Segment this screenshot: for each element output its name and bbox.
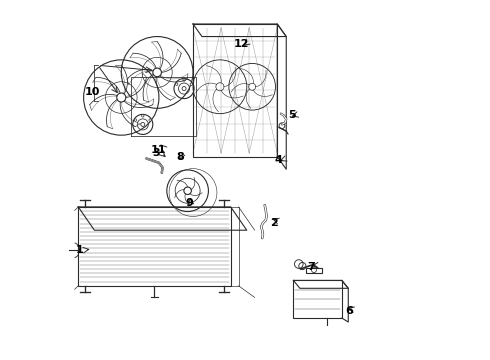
Bar [294, 280, 342, 318]
Text: 3: 3 [152, 148, 160, 158]
Circle shape [142, 115, 144, 117]
Text: 12: 12 [234, 39, 249, 49]
Bar [78, 207, 231, 286]
Text: 7: 7 [307, 262, 315, 272]
Circle shape [190, 83, 193, 85]
Circle shape [183, 79, 185, 81]
Text: 11: 11 [151, 144, 167, 154]
Text: 1: 1 [75, 245, 83, 255]
Text: 6: 6 [345, 306, 353, 316]
Text: 10: 10 [85, 87, 100, 97]
Circle shape [175, 83, 178, 85]
Text: 8: 8 [176, 152, 184, 162]
Text: 4: 4 [274, 155, 282, 165]
Circle shape [134, 119, 137, 121]
Text: 5: 5 [288, 111, 295, 121]
Text: 2: 2 [270, 218, 277, 228]
Bar [193, 24, 277, 157]
Text: 9: 9 [186, 198, 194, 208]
Bar [306, 267, 322, 273]
Circle shape [149, 119, 151, 121]
